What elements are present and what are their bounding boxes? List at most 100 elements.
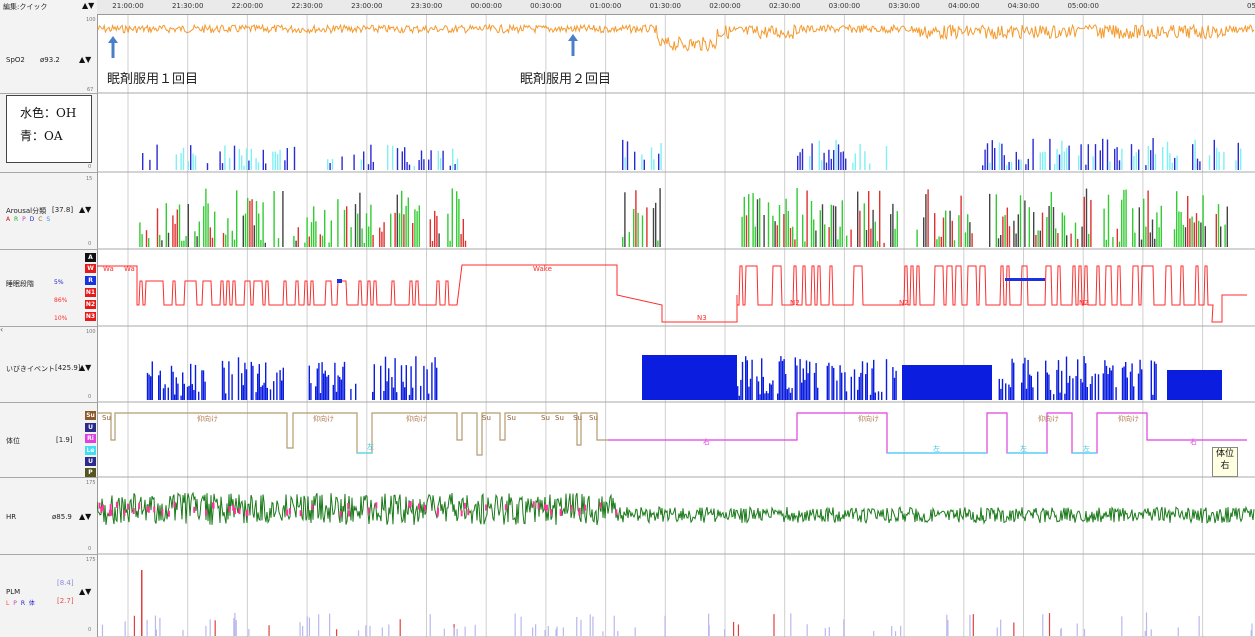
snore-event-bar [1065,356,1068,400]
channel-arousal-header[interactable]: 15 Arousal分類 [37.8] ▲▼ A R P D C S 0 [0,173,97,250]
snore-event-bar [1009,387,1012,400]
channel-position-header[interactable]: 体位 [1.9] Su U Ri Le U P [0,403,97,478]
arousal-event-bar [971,233,973,247]
spo2-arrows[interactable]: ▲▼ [79,55,92,64]
arousal-event-bar [942,217,945,247]
arousal-event-bar [967,214,969,247]
hr-arrows[interactable]: ▲▼ [79,512,92,521]
channel-plm-header[interactable]: 175 [8.4] PLM ▲▼ L P R 体 [2.7] 0 [0,555,97,636]
signal-plot-area[interactable] [97,15,1255,637]
hr-artifact-mark [286,509,289,516]
arousal-event-bar [198,221,200,247]
snore-event-bar [180,395,182,400]
arousal-event-bar [945,210,947,247]
plm-event-bar [1060,628,1062,636]
plm-event-bar [214,620,216,636]
plm-event-bar [520,616,522,636]
plm-event-bar [365,625,367,636]
arousal-event-bar [431,241,434,247]
snore-event-bar [1107,374,1109,400]
respiratory-event-bar [360,159,362,170]
respiratory-event-bar [372,161,374,170]
plm-event-bar [474,624,476,636]
arousal-event-bar [363,242,365,247]
arousal-event-bar [659,188,661,247]
time-tick-label: 04:30:00 [1007,2,1040,10]
respiratory-event-bar [821,160,823,170]
plm-event-bar [209,619,211,636]
snore-event-bar [802,368,804,400]
snore-event-bar [778,361,780,400]
respiratory-event-bar [1080,144,1082,170]
snore-event-bar [892,367,894,400]
respiratory-event-bar [991,140,993,170]
respiratory-event-bar [442,150,444,170]
arousal-event-bar [1019,195,1022,247]
hr-scale-bottom: 0 [88,546,92,552]
expand-collapse-arrows[interactable]: ▲▼ [82,1,95,10]
respiratory-event-bar [420,150,423,170]
respiratory-event-bar [331,158,334,170]
hr-artifact-mark [115,501,118,508]
snore-event-bar [340,379,342,400]
snore-event-bar [786,389,788,400]
channel-sleep-stage-header[interactable]: 睡眠段階 5% 86% 10% A W R N1 N2 N3 [0,250,97,327]
snore-event-bar [871,368,873,400]
snore-event-bar [1000,388,1002,400]
arousal-arrows[interactable]: ▲▼ [79,205,92,214]
hr-artifact-mark [299,510,302,517]
snore-event-bar [408,394,411,400]
plm-event-bar [453,627,455,636]
snore-event-bar [1013,362,1015,400]
arousal-event-bar [350,227,352,247]
snore-event-bar [857,389,859,400]
rem-segment [337,279,342,283]
time-ruler[interactable]: 21:00:00 21:30:00 22:00:00 22:30:00 23:00:00… [97,0,1255,15]
channel-hr-header[interactable]: 175 HR ø85.9 ▲▼ 0 [0,478,97,555]
arousal-event-bar [357,213,359,247]
respiratory-event-bar [1010,161,1013,170]
arousal-event-bar [244,213,247,247]
snore-event-bar [394,358,396,400]
plm-event-bar [617,631,619,636]
time-tick-label: 23:00:00 [351,2,383,10]
respiratory-event-bar [142,153,144,170]
arousal-event-bar [1204,226,1206,247]
pos-label-supine-4: 仰向け [1038,415,1059,423]
arousal-event-bar [343,209,346,247]
arousal-event-bar [1081,226,1083,247]
arousal-event-bar [174,223,176,247]
snore-event-bar [749,378,752,400]
arousal-event-bar [1178,211,1180,247]
hr-artifact-mark [98,502,101,509]
arousal-event-bar [319,234,321,247]
plm-event-bar [873,630,875,636]
plm-event-bar [268,625,270,636]
arousal-event-bar [1024,200,1026,247]
pos-label-su-7: Su [589,414,598,422]
respiratory-event-bar [1147,145,1149,170]
channel-spo2-header[interactable]: 100 SpO2 ø93.2 ▲▼ 67 [0,15,97,94]
plm-arrows[interactable]: ▲▼ [79,587,92,596]
respiratory-event-bar [255,158,257,170]
hypnogram-line [97,264,1247,323]
hr-artifact-mark [578,507,581,514]
arousal-event-bar [1198,220,1200,247]
spo2-scale-top: 100 [86,17,96,23]
arousal-event-bar [785,198,787,247]
channel-respiratory-header[interactable]: 0 [0,94,97,173]
arousal-event-bar [1226,206,1228,247]
stage-key-n3: N3 [85,312,96,321]
snore-event-bar [815,363,817,400]
letter-a: A [6,216,12,223]
time-tick-label: 03:30:00 [888,2,920,10]
snore-arrows[interactable]: ▲▼ [79,363,92,372]
edit-mode-label[interactable]: 編集:クイック [3,3,48,11]
collapse-panel-arrow-icon[interactable]: ‹ [0,325,4,334]
respiratory-event-bar [272,151,274,170]
respiratory-event-bar [182,147,185,170]
pos-label-left-4: 左 [1083,445,1090,453]
channel-snore-header[interactable]: 100 いびきイベント [425.9] ▲▼ 0 [0,327,97,403]
arousal-event-bar [832,205,835,247]
snore-event-bar [767,393,769,400]
